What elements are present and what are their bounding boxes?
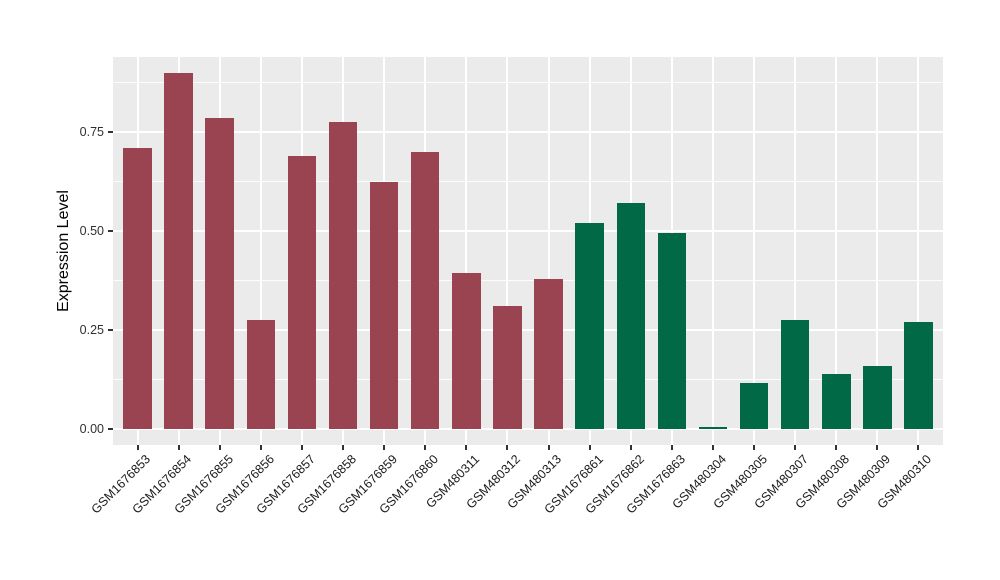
major-gridline: [113, 329, 943, 331]
y-tick-mark: [108, 428, 113, 430]
bar-GSM480312: [493, 306, 522, 429]
category-gridline: [547, 57, 550, 445]
x-tick-mark: [218, 445, 221, 450]
bar-GSM480310: [904, 322, 933, 429]
x-tick-mark: [794, 445, 797, 450]
bar-GSM1676859: [369, 181, 399, 429]
bar-GSM1676861: [575, 223, 604, 429]
y-tick-label: 0.75: [79, 125, 104, 139]
bar-GSM480309: [863, 365, 892, 429]
x-tick-mark: [342, 445, 345, 450]
category-gridline: [711, 57, 714, 445]
x-tick-mark: [259, 445, 262, 450]
category-gridline: [794, 57, 797, 445]
category-gridline: [506, 57, 509, 445]
y-axis-title-text: Expression Level: [55, 190, 72, 312]
bar-GSM1676853: [123, 147, 152, 429]
x-tick-mark: [917, 445, 920, 450]
x-tick-mark: [670, 445, 673, 450]
category-gridline: [753, 57, 756, 445]
bar-GSM480307: [780, 320, 810, 429]
category-gridline: [917, 57, 920, 445]
bar-GSM1676857: [287, 155, 317, 429]
minor-gridline: [113, 82, 943, 83]
major-gridline: [113, 131, 943, 133]
x-tick-mark: [876, 445, 879, 450]
bar-GSM1676855: [205, 118, 234, 429]
y-tick-label: 0.50: [79, 224, 104, 238]
major-gridline: [113, 230, 943, 232]
bar-GSM480304: [698, 427, 728, 429]
plot-panel: [113, 57, 943, 445]
x-tick-mark: [424, 445, 427, 450]
bar-GSM1676858: [328, 122, 358, 429]
bar-GSM1676863: [657, 232, 687, 429]
bar-GSM1676856: [246, 320, 276, 429]
y-tick-mark: [108, 230, 113, 232]
bar-GSM480308: [822, 373, 851, 429]
x-tick-mark: [506, 445, 509, 450]
bar-GSM480311: [452, 272, 481, 429]
bar-GSM1676860: [410, 151, 440, 429]
category-gridline: [835, 57, 838, 445]
x-tick-mark: [753, 445, 756, 450]
minor-gridline: [113, 280, 943, 281]
bar-GSM1676854: [164, 72, 193, 429]
y-tick-label: 0.25: [79, 323, 104, 337]
x-tick-mark: [547, 445, 550, 450]
category-gridline: [465, 57, 468, 445]
bar-GSM1676862: [616, 203, 645, 429]
major-gridline: [113, 428, 943, 430]
y-tick-mark: [108, 131, 113, 133]
bar-GSM480305: [739, 383, 769, 429]
x-tick-mark: [711, 445, 714, 450]
minor-gridline: [113, 181, 943, 182]
x-tick-mark: [136, 445, 139, 450]
y-tick-mark: [108, 329, 113, 331]
x-tick-mark: [835, 445, 838, 450]
x-tick-mark: [588, 445, 591, 450]
bar-GSM480313: [534, 278, 563, 429]
x-tick-mark: [465, 445, 468, 450]
minor-gridline: [113, 379, 943, 380]
x-tick-mark: [383, 445, 386, 450]
x-tick-mark: [629, 445, 632, 450]
category-gridline: [876, 57, 879, 445]
y-tick-label: 0.00: [79, 422, 104, 436]
x-tick-mark: [300, 445, 303, 450]
x-tick-mark: [177, 445, 180, 450]
category-gridline: [259, 57, 262, 445]
